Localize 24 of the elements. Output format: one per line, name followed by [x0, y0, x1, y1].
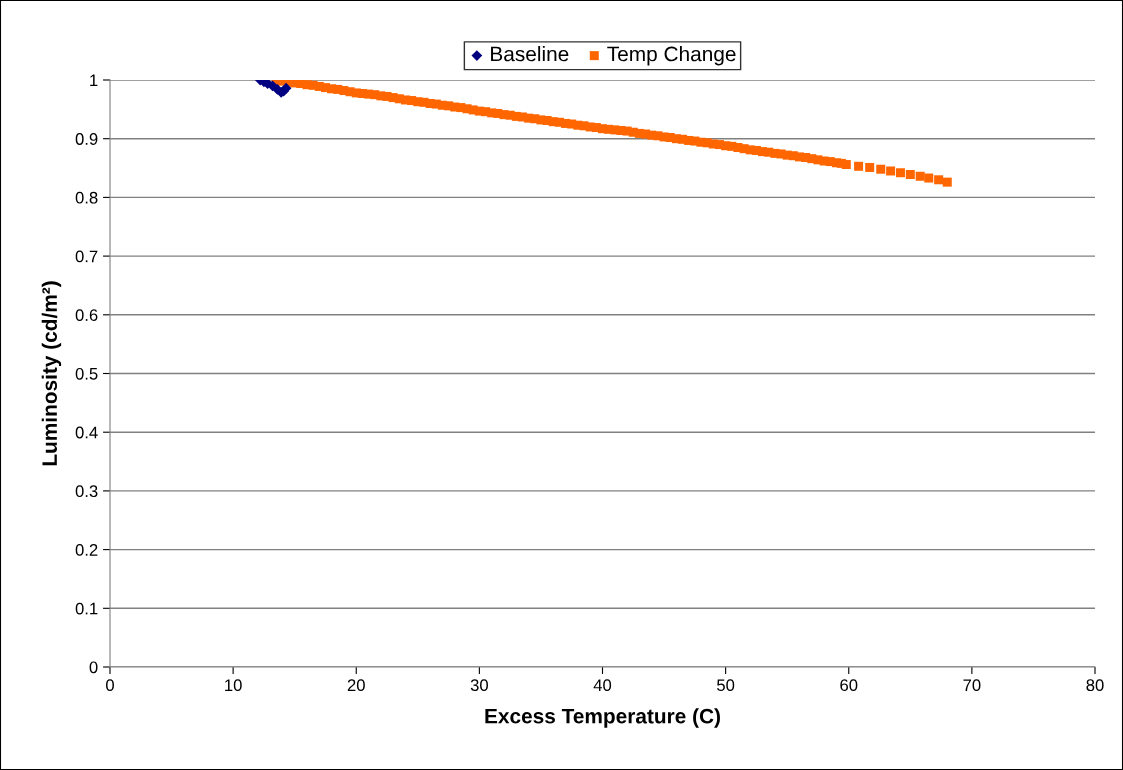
x-tick-label: 80: [1086, 679, 1104, 692]
x-tick-label: 50: [717, 679, 735, 692]
x-tick-label: 0: [106, 679, 114, 692]
y-tick-label: 0.9: [75, 133, 98, 145]
y-tick-label: 0.5: [75, 367, 98, 380]
y-tick-label: 1: [90, 74, 98, 87]
y-axis-title: Luminosity (cd/m²): [41, 281, 62, 466]
y-tick-label: 0.7: [75, 250, 98, 263]
x-tick-label: 10: [225, 679, 242, 692]
legend-label: Baseline: [491, 46, 569, 62]
y-tick-label: 0.6: [75, 309, 98, 321]
x-tick-label: 30: [470, 679, 488, 692]
y-tick-label: 0.1: [75, 602, 98, 615]
x-axis-title: Excess Temperature (C): [485, 708, 720, 728]
x-tick-label: 40: [593, 679, 612, 692]
x-tick-label: 70: [963, 679, 981, 692]
y-tick-label: 0.8: [75, 191, 98, 204]
y-tick-label: 0.3: [75, 485, 98, 498]
legend-label: Temp Change: [607, 46, 736, 66]
x-tick-label: 20: [347, 679, 365, 692]
y-tick-label: 0.4: [75, 426, 98, 439]
y-tick-label: 0.2: [75, 544, 98, 556]
x-tick-label: 60: [840, 679, 858, 692]
y-tick-label: 0: [89, 661, 98, 674]
